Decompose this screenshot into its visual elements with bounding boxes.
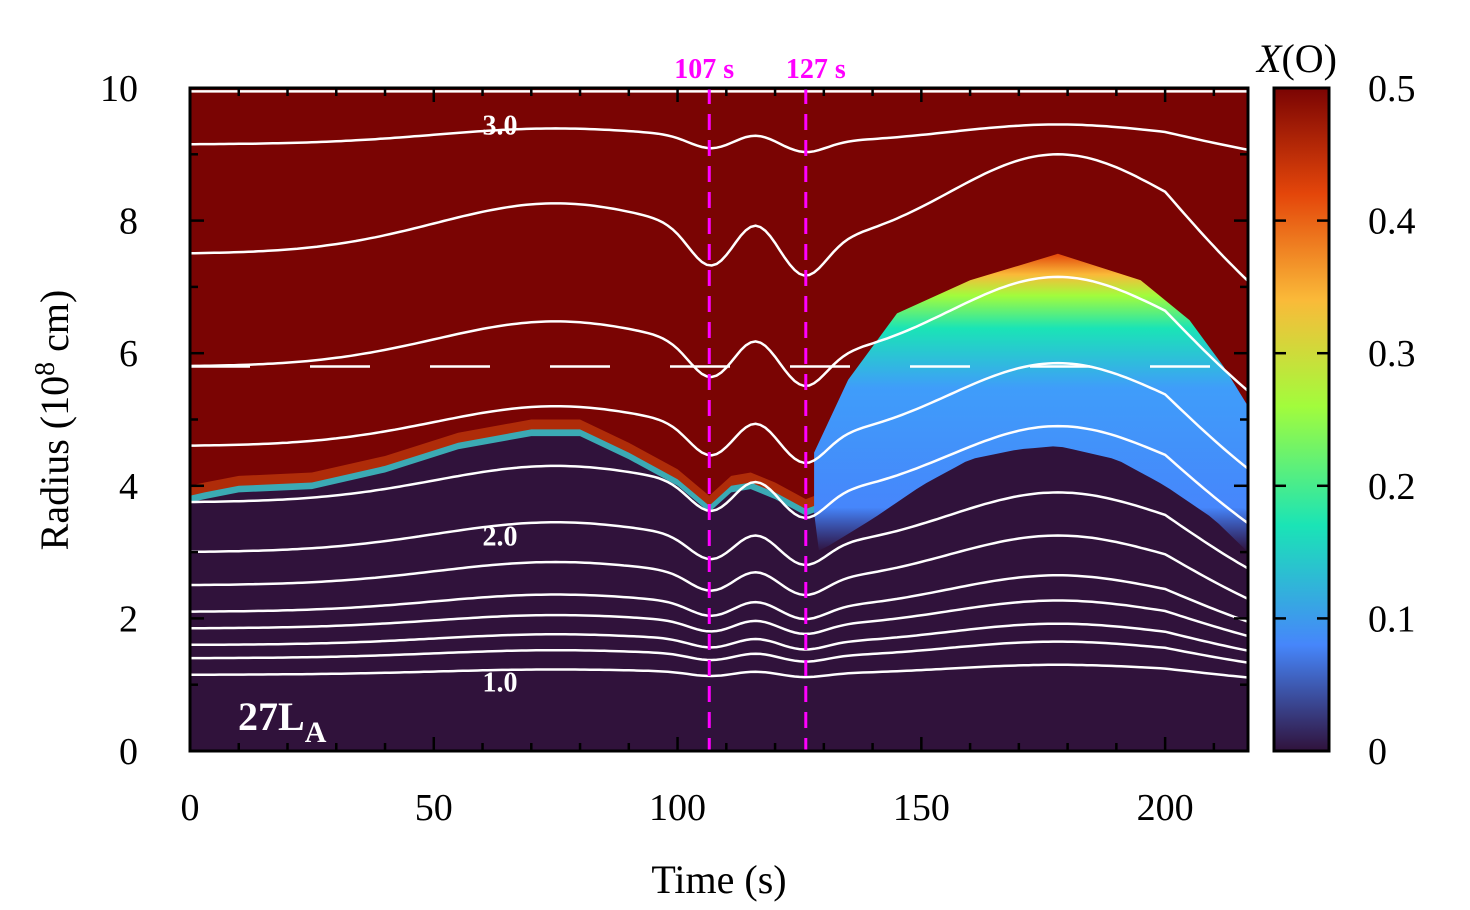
model-label-sub: A: [305, 716, 327, 749]
contour-line-7: [190, 574, 1248, 623]
colorbar-tick-label-4: 0.4: [1368, 201, 1416, 243]
contour-label-2: 1.0: [483, 667, 518, 698]
colorbar-tick-label-0: 0: [1368, 731, 1387, 773]
colorbar-ticks: 0 0.1 0.2 0.3 0.4 0.5: [1274, 68, 1416, 773]
colorbar-tick-label-1: 0.1: [1368, 598, 1416, 640]
contour-line-4: [190, 424, 1248, 525]
y-tick-label-4: 8: [119, 201, 138, 243]
y-axis-title-sup: 8: [30, 362, 61, 376]
contour-line-0: [190, 123, 1248, 154]
colorbar: [1272, 86, 1331, 753]
axis-ticks: 0 50 100 150 200 0 2 4 6 8 10: [100, 68, 1248, 829]
y-tick-label-0: 0: [119, 731, 138, 773]
contour-label-1: 2.0: [483, 521, 518, 552]
model-label: 27LA: [238, 694, 327, 749]
contour-line-1: [190, 153, 1248, 282]
x-tick-label-4: 200: [1137, 787, 1194, 829]
y-tick-label-5: 10: [100, 68, 138, 110]
colorbar-title-tail: (O): [1281, 36, 1337, 81]
y-tick-label-2: 4: [119, 466, 138, 508]
x-tick-label-0: 0: [181, 787, 200, 829]
contour-label-0: 3.0: [483, 110, 518, 141]
x-axis-title: Time (s): [651, 857, 786, 902]
y-axis-title-main: Radius (10: [32, 376, 77, 550]
contour-line-3: [190, 361, 1248, 470]
heatmap-layer: [190, 253, 1248, 751]
x-tick-label-2: 100: [649, 787, 706, 829]
colorbar-title: X(O): [1255, 36, 1337, 81]
colorbar-tick-label-5: 0.5: [1368, 68, 1416, 110]
contour-line-10: [190, 640, 1248, 664]
marker-layer: 107 s 127 s: [674, 54, 846, 751]
contour-line-9: [190, 622, 1248, 652]
marker-label-1: 127 s: [786, 54, 846, 85]
y-tick-label-1: 2: [119, 598, 138, 640]
y-axis-title: Radius (108 cm): [30, 290, 77, 551]
marker-label-0: 107 s: [674, 54, 734, 85]
mixed-plume-region: [814, 253, 1248, 553]
y-axis-title-tail: cm): [32, 290, 77, 362]
colorbar-tick-label-2: 0.2: [1368, 466, 1416, 508]
contour-layer: 3.0 2.0 1.0: [190, 90, 1248, 698]
contour-line-11: [190, 663, 1248, 679]
colorbar-title-main: X: [1255, 36, 1283, 81]
x-tick-label-1: 50: [415, 787, 453, 829]
contour-line-5: [190, 491, 1248, 570]
colorbar-tick-label-3: 0.3: [1368, 333, 1416, 375]
contour-line-8: [190, 599, 1248, 638]
contour-line-2: [190, 275, 1248, 392]
model-label-main: 27L: [238, 694, 305, 739]
y-tick-label-3: 6: [119, 333, 138, 375]
x-tick-label-3: 150: [893, 787, 950, 829]
contour-line-6: [190, 534, 1248, 601]
core-low-oxygen-region: [190, 406, 1248, 751]
